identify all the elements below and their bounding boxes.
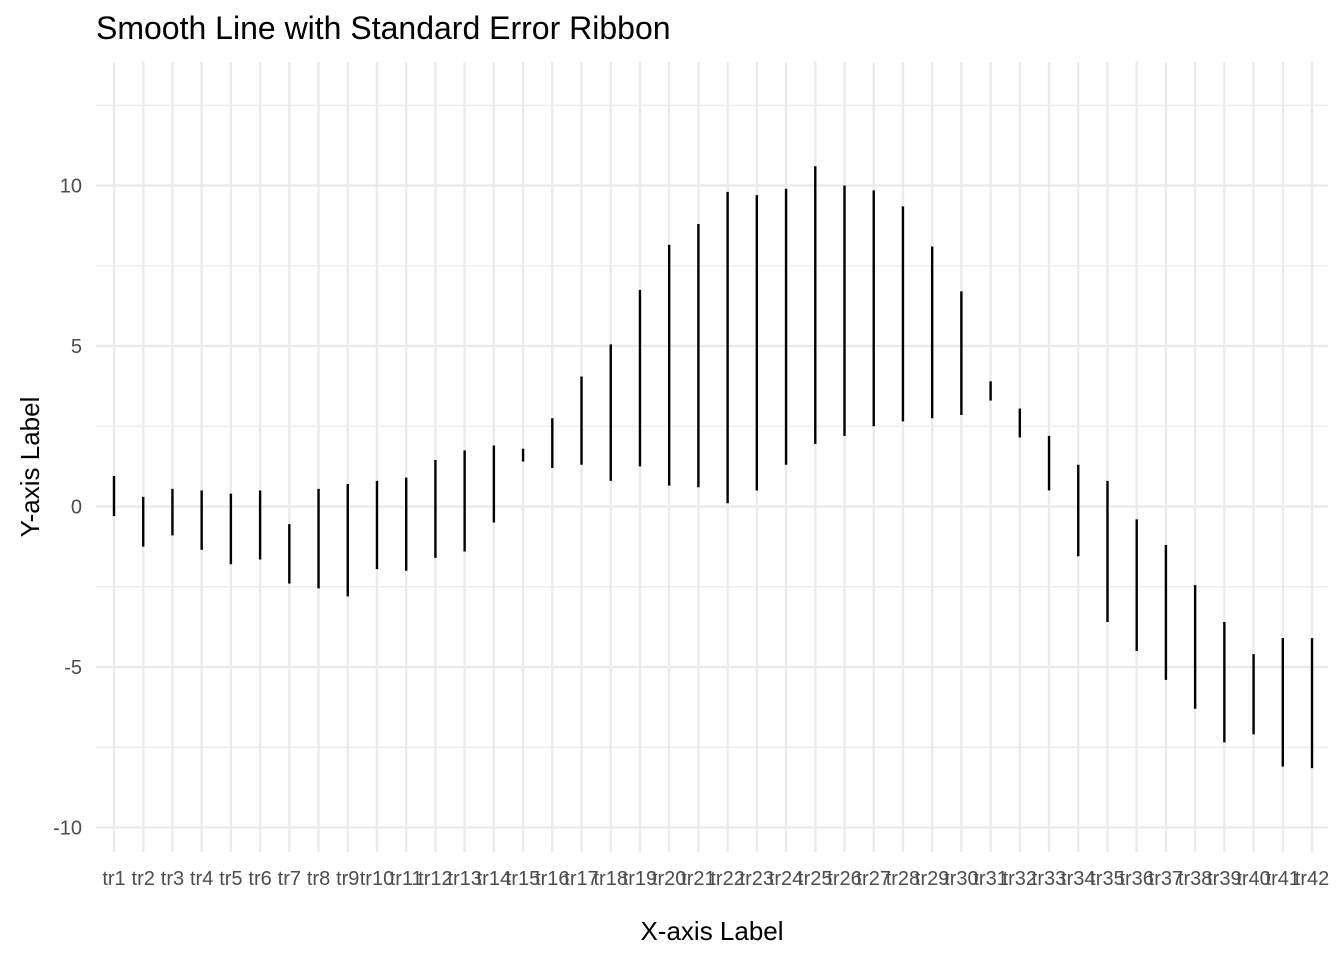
x-tick-label: tr30: [944, 868, 978, 890]
x-tick-label: tr19: [623, 868, 657, 890]
x-tick-label: tr17: [564, 868, 598, 890]
x-tick-label: tr26: [827, 868, 861, 890]
x-tick-label: tr37: [1149, 868, 1183, 890]
x-tick-label: tr5: [219, 868, 242, 890]
x-tick-label: tr27: [856, 868, 890, 890]
x-tick-labels: tr1 tr2 tr3 tr4 tr5 tr6 tr7 tr8 tr9 tr10tr11tr12t…: [102, 868, 1329, 890]
x-tick-label: tr22: [710, 868, 744, 890]
x-tick-label: tr39: [1207, 868, 1241, 890]
x-tick-label: tr20: [652, 868, 686, 890]
y-axis-title: Y-axis Label: [15, 397, 45, 538]
x-tick-label: tr41: [1266, 868, 1300, 890]
y-tick-label: 5: [71, 336, 82, 358]
x-tick-label: tr14: [477, 868, 511, 890]
x-tick-label: tr36: [1119, 868, 1153, 890]
y-tick-labels: -10 -5 0 5 10: [53, 176, 82, 840]
x-tick-label: tr2: [132, 868, 155, 890]
x-tick-label: tr28: [886, 868, 920, 890]
x-tick-label: tr6: [248, 868, 271, 890]
x-tick-label: tr3: [161, 868, 184, 890]
error-bars: [112, 166, 1314, 769]
x-tick-label: tr11: [390, 868, 423, 890]
x-tick-label: tr13: [447, 868, 481, 890]
x-tick-label: tr8: [307, 868, 330, 890]
x-tick-label: tr24: [769, 868, 803, 890]
x-tick-label: tr1: [102, 868, 125, 890]
x-tick-label: tr40: [1236, 868, 1270, 890]
x-tick-label: tr18: [594, 868, 628, 890]
x-tick-label: tr33: [1032, 868, 1066, 890]
y-tick-label: 0: [71, 497, 82, 519]
x-tick-label: tr29: [915, 868, 949, 890]
x-tick-label: tr25: [798, 868, 832, 890]
x-tick-label: tr16: [535, 868, 569, 890]
x-tick-label: tr38: [1178, 868, 1212, 890]
x-tick-label: tr32: [1003, 868, 1037, 890]
x-tick-label: tr9: [336, 868, 359, 890]
chart-title: Smooth Line with Standard Error Ribbon: [96, 10, 671, 46]
x-tick-label: tr23: [740, 868, 774, 890]
x-tick-label: tr21: [681, 868, 715, 890]
x-tick-label: tr42: [1295, 868, 1329, 890]
x-tick-label: tr31: [973, 868, 1007, 890]
x-tick-label: tr4: [190, 868, 213, 890]
x-tick-label: tr10: [360, 868, 394, 890]
grid: [96, 62, 1328, 852]
x-tick-label: tr7: [278, 868, 301, 890]
x-tick-label: tr12: [418, 868, 452, 890]
y-tick-label: -10: [53, 818, 82, 840]
x-tick-label: tr15: [506, 868, 540, 890]
x-axis-title: X-axis Label: [640, 916, 783, 946]
y-tick-label: 10: [60, 176, 82, 198]
x-tick-label: tr35: [1090, 868, 1124, 890]
x-tick-label: tr34: [1061, 868, 1095, 890]
y-tick-label: -5: [64, 657, 82, 679]
